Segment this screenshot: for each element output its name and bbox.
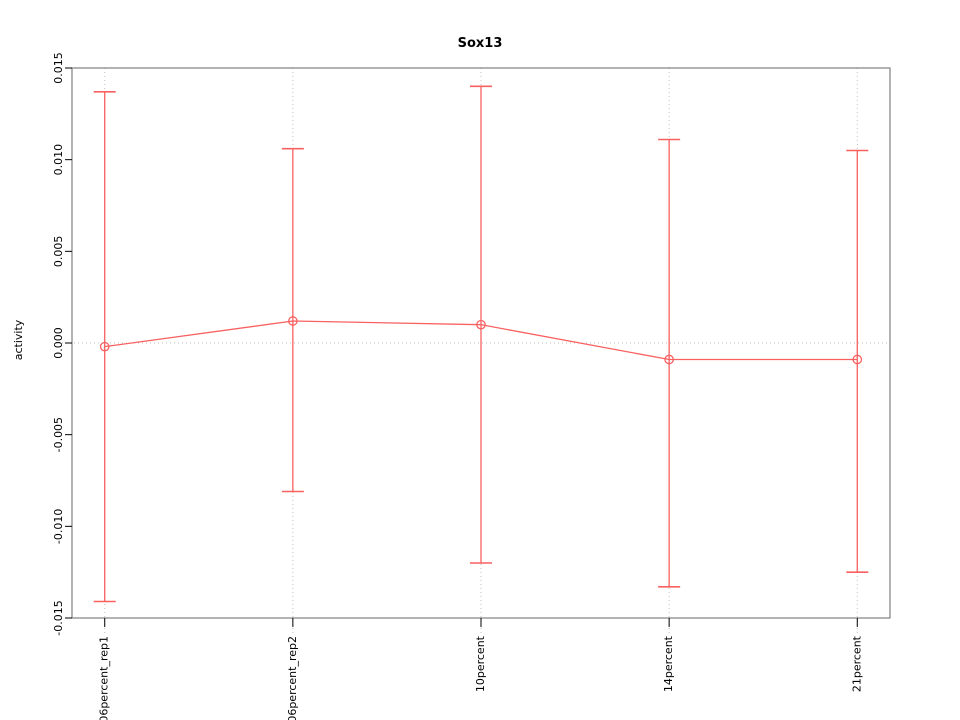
data-point-marker (99, 341, 110, 352)
x-tick-label: 06percent_rep2 (286, 636, 299, 720)
y-axis-ticks: 0.015 0.010 0.005 0.000 -0.005 -0.010 -0.015 (52, 52, 72, 636)
x-axis-labels: 06percent_rep1 06percent_rep2 10percent 14p… (98, 635, 864, 720)
x-tick-label: 14percent (662, 635, 675, 692)
data-series-layer (93, 85, 869, 603)
error-bar (846, 149, 869, 573)
y-axis-label: activity (12, 319, 25, 360)
x-tick-label: 10percent (474, 635, 487, 692)
data-point-marker (288, 316, 298, 326)
x-tick-label: 06percent_rep1 (98, 636, 111, 720)
y-tick-label: 0.000 (52, 327, 65, 359)
y-tick-label: -0.015 (52, 600, 65, 635)
series-line (104, 320, 858, 361)
error-bar (281, 147, 304, 493)
y-tick-label: -0.005 (52, 417, 65, 452)
data-point-marker (664, 354, 674, 365)
y-tick-label: -0.010 (52, 509, 65, 544)
x-tick-label: 21percent (850, 635, 863, 692)
chart-title: Sox13 (458, 36, 503, 51)
data-point-marker (476, 319, 486, 330)
y-tick-label: 0.005 (52, 236, 65, 267)
x-axis-ticks (104, 618, 858, 627)
y-tick-label: 0.015 (52, 52, 65, 84)
data-point-marker (852, 354, 863, 365)
y-tick-label: 0.010 (52, 144, 65, 176)
